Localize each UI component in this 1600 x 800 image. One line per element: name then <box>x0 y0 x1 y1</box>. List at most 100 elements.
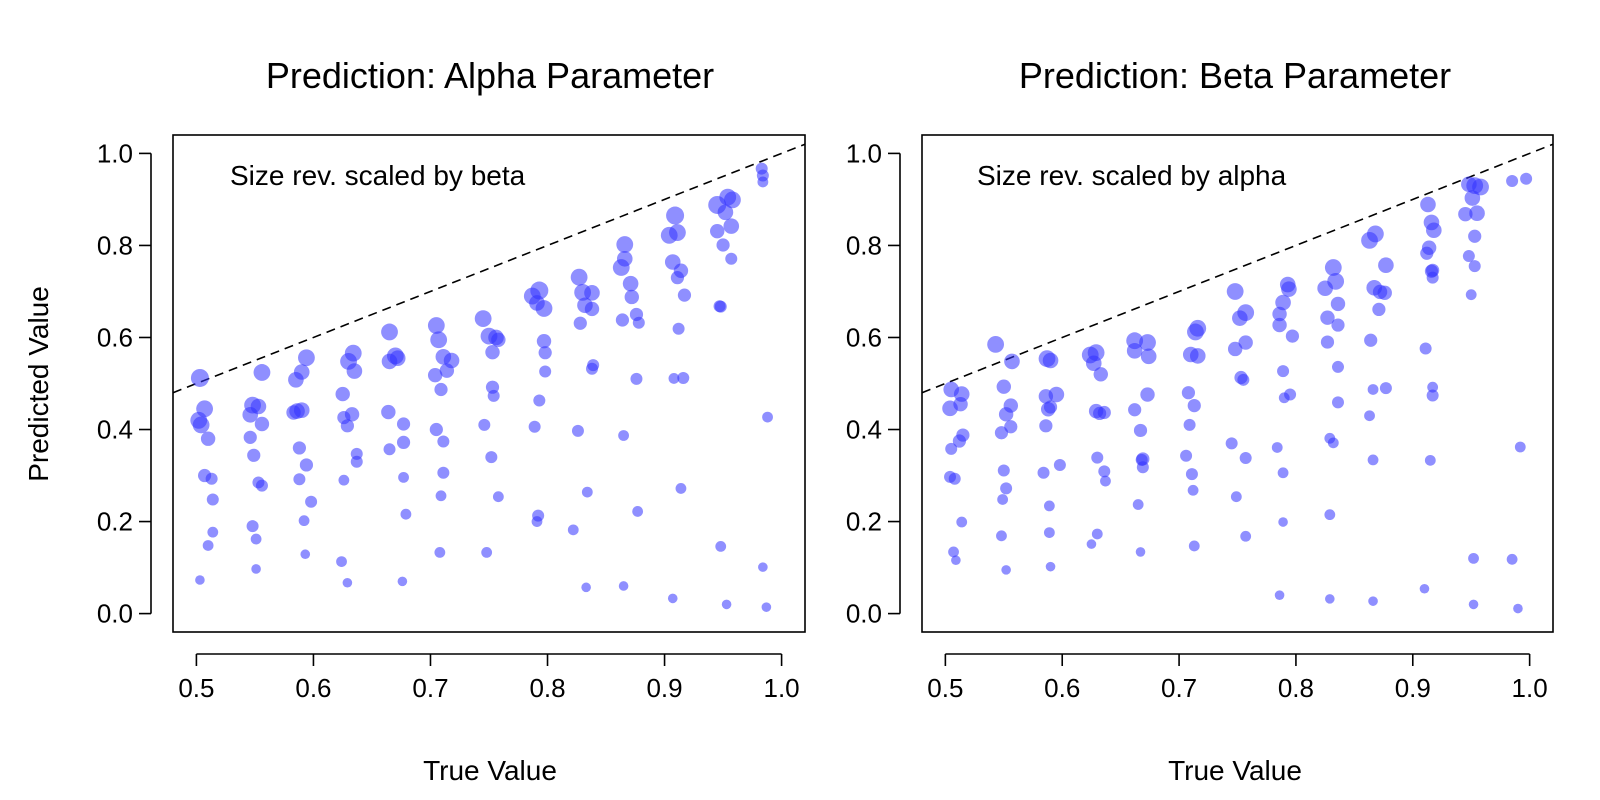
beta-data-point <box>1278 517 1288 527</box>
alpha-data-point <box>528 420 541 433</box>
beta-data-point <box>1506 553 1518 565</box>
beta-data-point <box>1053 458 1066 471</box>
beta-data-point <box>948 472 961 485</box>
alpha-x-tick-label: 0.5 <box>178 673 214 703</box>
alpha-title: Prediction: Alpha Parameter <box>266 55 714 96</box>
alpha-data-point <box>400 508 412 520</box>
beta-data-point <box>1140 348 1157 365</box>
alpha-data-point <box>434 546 446 558</box>
beta-data-point <box>1468 599 1479 610</box>
alpha-data-point <box>381 404 396 420</box>
beta-x-axis-label: True Value <box>1168 755 1302 786</box>
alpha-data-point <box>667 593 678 604</box>
alpha-data-point <box>190 368 209 387</box>
alpha-data-point <box>762 411 773 423</box>
alpha-data-point <box>618 430 629 441</box>
beta-data-point <box>1091 451 1104 464</box>
beta-y-tick-label: 0.4 <box>846 415 882 445</box>
alpha-data-point <box>381 323 398 341</box>
alpha-data-point <box>250 533 262 545</box>
alpha-data-point <box>439 363 455 378</box>
beta-data-point <box>1132 499 1144 510</box>
alpha-y-tick-label: 0.4 <box>97 415 133 445</box>
beta-data-point <box>1001 565 1011 575</box>
beta-data-point <box>1230 491 1242 503</box>
beta-x-tick-label: 0.8 <box>1278 673 1314 703</box>
beta-y-tick-label: 0.2 <box>846 507 882 537</box>
alpha-data-point <box>435 490 447 502</box>
alpha-data-point <box>350 455 363 468</box>
alpha-data-point <box>539 365 552 378</box>
beta-data-point <box>1331 318 1345 332</box>
alpha-data-point <box>677 371 690 384</box>
alpha-annotation: Size rev. scaled by beta <box>230 160 526 191</box>
beta-data-point <box>1277 365 1290 378</box>
beta-data-point <box>1181 386 1196 400</box>
beta-data-point <box>1126 343 1143 359</box>
alpha-data-point <box>485 345 500 360</box>
alpha-data-point <box>717 204 734 221</box>
beta-data-point <box>1039 419 1053 433</box>
alpha-data-point <box>292 441 306 455</box>
beta-data-point <box>1278 392 1290 404</box>
alpha-data-point <box>761 602 772 612</box>
y-axis-label: Predicted Value <box>23 286 54 482</box>
alpha-data-point <box>200 431 216 446</box>
beta-y-tick-label: 0.8 <box>846 230 882 260</box>
alpha-data-point <box>533 394 546 407</box>
beta-data-point <box>1277 467 1289 479</box>
beta-title: Prediction: Beta Parameter <box>1019 55 1451 96</box>
beta-data-point <box>1271 442 1283 453</box>
beta-data-point <box>1239 452 1252 465</box>
alpha-data-point <box>481 546 493 558</box>
beta-data-point <box>1325 594 1335 604</box>
alpha-y-tick-label: 1.0 <box>97 138 133 168</box>
beta-data-point <box>1226 283 1244 300</box>
alpha-data-point <box>715 541 727 552</box>
alpha-data-point <box>677 288 692 302</box>
beta-data-point <box>1272 317 1287 333</box>
beta-y-tick-label: 0.0 <box>846 599 882 629</box>
alpha-data-point <box>615 313 630 327</box>
alpha-data-point <box>293 473 306 486</box>
alpha-data-point <box>335 386 350 402</box>
alpha-x-axis-label: True Value <box>423 755 557 786</box>
alpha-x-tick-label: 0.7 <box>412 673 448 703</box>
beta-data-point <box>1427 381 1439 393</box>
beta-data-point <box>951 555 961 566</box>
beta-data-point <box>1331 396 1344 409</box>
alpha-x-tick-label: 0.9 <box>646 673 682 703</box>
alpha-data-point <box>573 316 587 330</box>
beta-data-point <box>1093 406 1107 421</box>
alpha-data-point <box>670 271 685 285</box>
beta-data-point <box>1281 281 1297 297</box>
beta-data-point <box>1468 229 1482 243</box>
beta-reference-line <box>922 143 1553 394</box>
beta-data-point <box>1426 389 1439 402</box>
alpha-data-point <box>298 349 315 367</box>
beta-data-point <box>1185 468 1198 481</box>
beta-data-point <box>1042 352 1059 369</box>
alpha-x-tick-label: 1.0 <box>764 673 800 703</box>
alpha-data-point <box>487 389 500 402</box>
alpha-data-point <box>714 300 727 313</box>
alpha-data-point <box>396 417 411 431</box>
alpha-y-tick-label: 0.6 <box>97 322 133 352</box>
beta-data-point <box>1324 509 1336 521</box>
alpha-data-point <box>616 250 633 267</box>
beta-data-point <box>1187 484 1199 496</box>
beta-data-point <box>1188 540 1200 552</box>
beta-data-point <box>1043 527 1055 538</box>
beta-data-point <box>1180 449 1193 462</box>
alpha-y-tick-label: 0.2 <box>97 507 133 537</box>
beta-data-point <box>1424 454 1436 466</box>
beta-annotation: Size rev. scaled by alpha <box>977 160 1287 191</box>
beta-data-point <box>1420 196 1436 213</box>
alpha-data-point <box>254 416 270 432</box>
alpha-data-point <box>243 430 257 444</box>
alpha-data-point <box>430 331 448 349</box>
beta-data-point <box>1420 246 1434 260</box>
beta-data-point <box>1232 310 1248 326</box>
beta-data-point <box>1513 603 1523 614</box>
beta-data-point <box>1361 231 1378 249</box>
